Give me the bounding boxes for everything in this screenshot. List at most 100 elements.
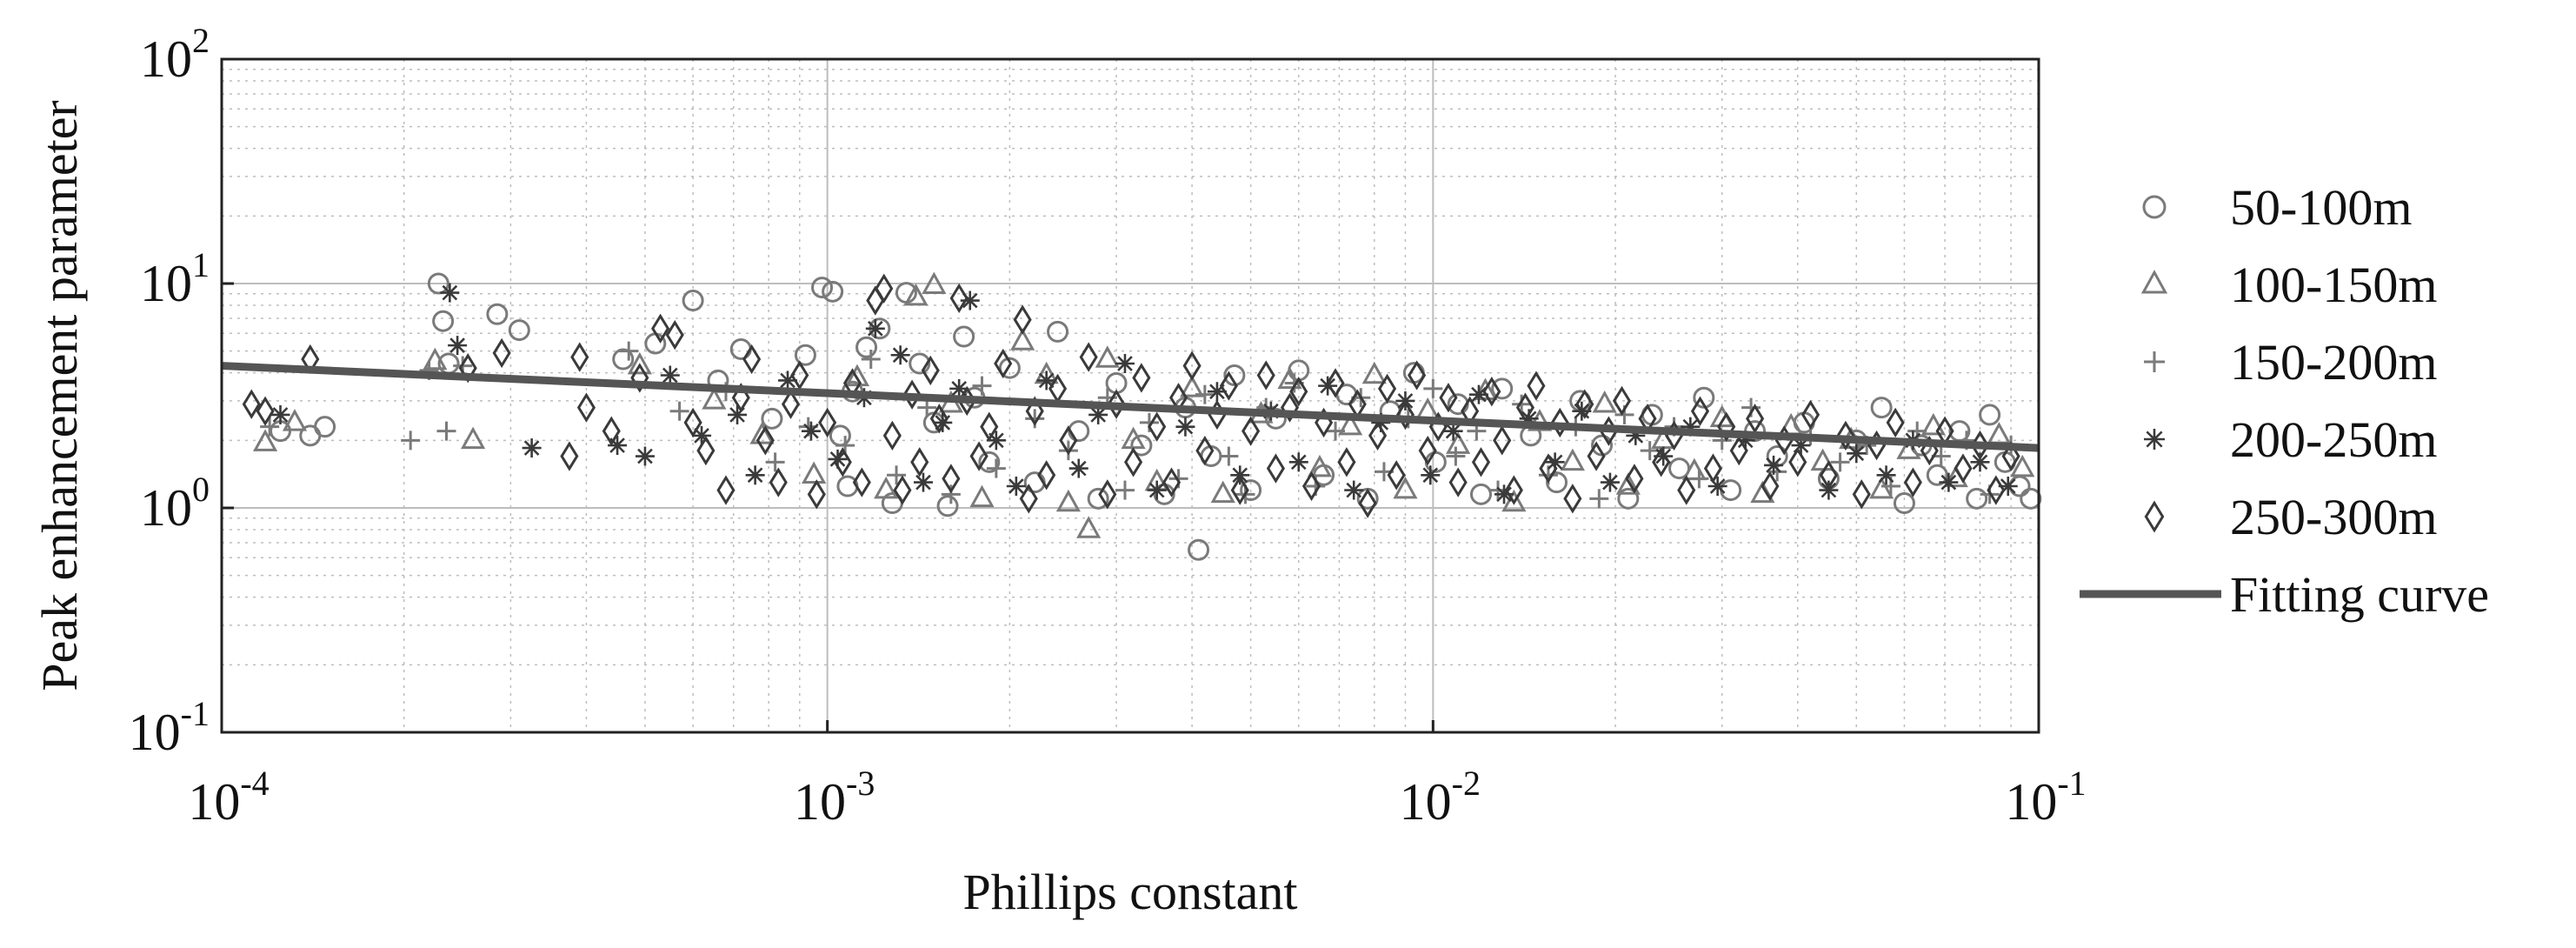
data-point	[665, 319, 684, 350]
data-point	[1504, 475, 1523, 505]
data-point	[1006, 476, 1026, 496]
data-point	[794, 344, 816, 366]
legend-item-fitting-curve: Fitting curve	[2080, 566, 2489, 623]
x-tick-label: 10-3	[794, 764, 875, 831]
data-point	[933, 412, 953, 432]
data-point	[1801, 399, 1821, 431]
data-point	[1025, 396, 1044, 426]
data-point	[448, 336, 468, 356]
data-point	[1256, 360, 1275, 391]
x-axis-label: Phillips constant	[962, 864, 1297, 920]
data-point	[1182, 350, 1201, 381]
y-tick-label: 101	[140, 245, 210, 312]
data-point	[314, 416, 336, 438]
data-point	[913, 472, 933, 492]
data-point	[1939, 472, 1959, 492]
data-point	[1471, 447, 1491, 477]
data-point	[660, 365, 680, 385]
data-point	[635, 446, 655, 466]
data-point	[1195, 384, 1215, 404]
data-point	[1600, 472, 1620, 492]
data-point	[887, 465, 907, 485]
data-point	[1132, 363, 1151, 393]
data-point	[270, 404, 290, 424]
data-point	[1337, 447, 1356, 477]
data-point	[1592, 390, 1617, 413]
data-point	[1589, 489, 1609, 509]
legend-label: 200-250m	[2230, 411, 2437, 468]
data-point	[461, 426, 486, 450]
legend-marker	[2142, 195, 2167, 219]
data-point	[1418, 435, 1437, 466]
data-point	[612, 348, 635, 371]
data-point	[1098, 479, 1117, 510]
data-point	[1037, 460, 1056, 491]
data-point	[1326, 421, 1346, 441]
plot-frame	[220, 57, 2040, 734]
data-point	[1870, 397, 1893, 419]
y-tick-label: 10-1	[129, 694, 210, 761]
data-point	[1421, 465, 1441, 485]
data-point	[1539, 453, 1558, 484]
data-point	[942, 464, 961, 494]
data-point	[761, 407, 783, 430]
data-point	[576, 392, 596, 423]
data-point	[1690, 396, 1710, 426]
data-point	[1361, 361, 1387, 384]
data-point	[1307, 454, 1333, 477]
data-point	[1387, 460, 1406, 491]
data-point	[1587, 441, 1606, 471]
data-point	[1439, 383, 1458, 413]
data-point	[903, 283, 929, 306]
data-point	[1264, 407, 1287, 430]
data-point	[702, 387, 727, 410]
data-point	[669, 401, 689, 421]
data-point	[1836, 420, 1855, 451]
axis-labels: Phillips constant Peak enhancement param…	[31, 100, 1298, 920]
data-point	[874, 476, 899, 499]
data-point	[728, 404, 748, 424]
data-point	[1446, 431, 1471, 454]
axis-ticks: 10-4 10-3 10-2 10-1 10-1 100 101 102	[129, 21, 2087, 831]
data-point	[1180, 375, 1205, 397]
data-point	[1393, 476, 1418, 499]
y-tick-label: 102	[140, 21, 210, 88]
data-point	[608, 436, 628, 456]
data-point	[2010, 454, 2035, 477]
data-point	[252, 429, 278, 451]
data-point	[1469, 483, 1492, 505]
data-point	[852, 467, 871, 497]
data-point	[749, 422, 775, 444]
data-point	[986, 458, 1006, 478]
data-point	[1130, 434, 1153, 457]
legend-label: 100-150m	[2230, 257, 2437, 313]
data-point	[1550, 407, 1569, 438]
series-250-300m	[242, 273, 2020, 518]
data-point	[570, 342, 589, 372]
data-point	[1266, 453, 1286, 484]
data-point	[1729, 435, 1748, 466]
data-point	[1527, 371, 1546, 401]
data-point	[1344, 480, 1364, 500]
data-point	[1230, 475, 1249, 505]
data-point	[865, 318, 885, 338]
data-point	[1423, 378, 1443, 398]
data-point	[1527, 409, 1553, 431]
data-point	[242, 389, 261, 419]
data-point	[790, 360, 809, 391]
legend-item-200-250m: 200-250m	[2144, 411, 2437, 468]
data-point	[811, 277, 834, 299]
data-point	[682, 290, 704, 312]
data-point	[1920, 412, 1946, 436]
data-point	[765, 452, 785, 472]
data-point	[802, 461, 827, 484]
data-point	[1810, 448, 1835, 471]
data-point	[998, 357, 1021, 379]
data-point	[936, 495, 959, 517]
data-point	[1107, 389, 1126, 419]
data-point	[1926, 464, 1948, 486]
data-point	[1788, 447, 1807, 477]
data-point	[2001, 441, 2020, 471]
data-point	[627, 351, 652, 375]
data-point	[436, 421, 456, 441]
